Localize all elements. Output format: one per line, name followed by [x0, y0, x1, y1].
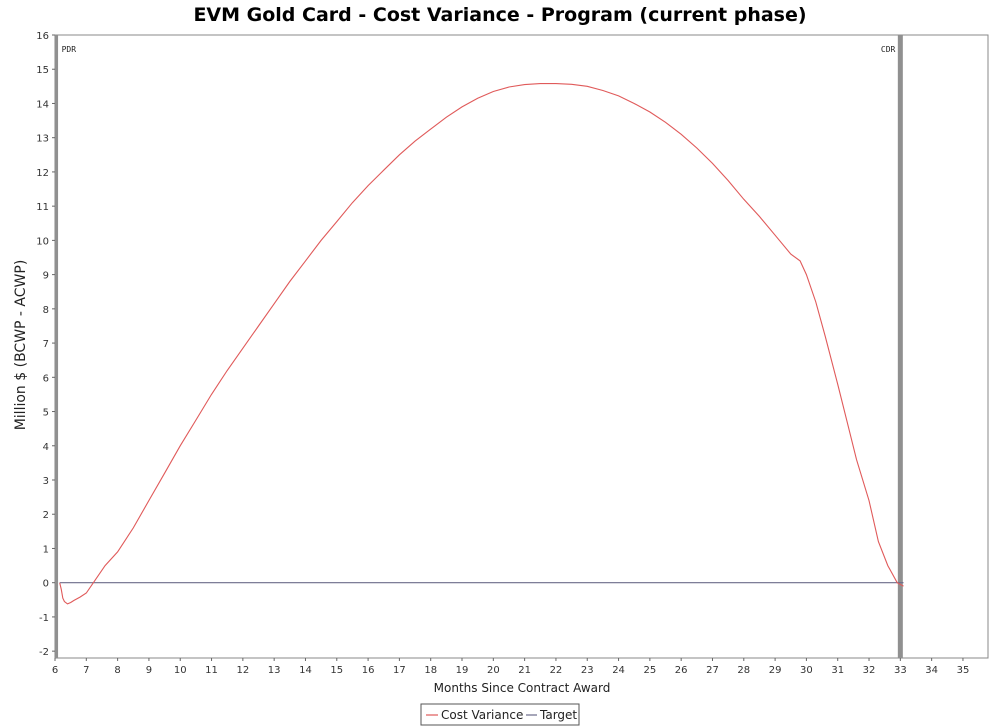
- x-tick-label: 12: [236, 665, 249, 676]
- x-tick-label: 23: [581, 665, 594, 676]
- marker-label-pdr: PDR: [62, 45, 77, 54]
- plot-frame: [54, 34, 989, 659]
- marker-label-cdr: CDR: [881, 45, 896, 54]
- x-tick-label: 32: [863, 665, 876, 676]
- y-tick-label: 0: [43, 579, 49, 590]
- x-tick-label: 16: [362, 665, 375, 676]
- y-tick-label: 11: [36, 202, 49, 213]
- y-tick-label: 4: [43, 442, 49, 453]
- x-tick-label: 7: [83, 665, 89, 676]
- y-tick-label: 2: [43, 510, 49, 521]
- y-tick-label: 12: [36, 168, 49, 179]
- x-tick-label: 33: [894, 665, 907, 676]
- x-tick-label: 21: [518, 665, 531, 676]
- x-tick-label: 30: [800, 665, 813, 676]
- x-tick-label: 20: [487, 665, 500, 676]
- x-tick-label: 22: [550, 665, 563, 676]
- legend: Cost Variance Target: [420, 703, 580, 726]
- x-tick-label: 25: [643, 665, 656, 676]
- x-tick-label: 6: [52, 665, 58, 676]
- x-tick-label: 35: [957, 665, 970, 676]
- x-tick-label: 18: [424, 665, 437, 676]
- y-tick-label: 10: [36, 236, 49, 247]
- x-tick-label: 9: [146, 665, 152, 676]
- y-tick-label: 13: [36, 134, 49, 145]
- y-tick-label: 15: [36, 65, 49, 76]
- x-tick-label: 8: [114, 665, 120, 676]
- y-tick-label: 5: [43, 408, 49, 419]
- x-tick-label: 13: [268, 665, 281, 676]
- y-tick-label: -2: [39, 647, 49, 658]
- x-tick-label: 15: [330, 665, 343, 676]
- x-tick-label: 34: [925, 665, 938, 676]
- y-tick-label: 3: [43, 476, 49, 487]
- y-tick-label: -1: [39, 613, 49, 624]
- x-tick-label: 17: [393, 665, 406, 676]
- x-tick-label: 24: [612, 665, 625, 676]
- series-line-cost-variance: [59, 83, 904, 605]
- y-tick-label: 14: [36, 99, 49, 110]
- y-axis-label: Million $ (BCWP - ACWP): [13, 260, 29, 431]
- chart-title: EVM Gold Card - Cost Variance - Program …: [193, 4, 806, 26]
- y-tick-label: 1: [43, 544, 49, 555]
- y-tick-label: 6: [43, 373, 49, 384]
- x-tick-label: 14: [299, 665, 312, 676]
- legend-box: [420, 703, 580, 726]
- legend-label-cost-variance: Cost Variance: [441, 708, 523, 722]
- x-tick-label: 29: [769, 665, 782, 676]
- x-axis-label: Months Since Contract Award: [434, 681, 611, 695]
- x-tick-label: 31: [831, 665, 844, 676]
- legend-label-target: Target: [539, 708, 577, 722]
- y-tick-label: 9: [43, 271, 49, 282]
- x-tick-label: 11: [205, 665, 218, 676]
- y-tick-label: 7: [43, 339, 49, 350]
- x-tick-label: 10: [174, 665, 187, 676]
- x-tick-label: 27: [706, 665, 719, 676]
- y-tick-label: 16: [36, 31, 49, 42]
- x-tick-label: 26: [675, 665, 688, 676]
- y-tick-label: 8: [43, 305, 49, 316]
- x-tick-label: 19: [456, 665, 469, 676]
- x-tick-label: 28: [737, 665, 750, 676]
